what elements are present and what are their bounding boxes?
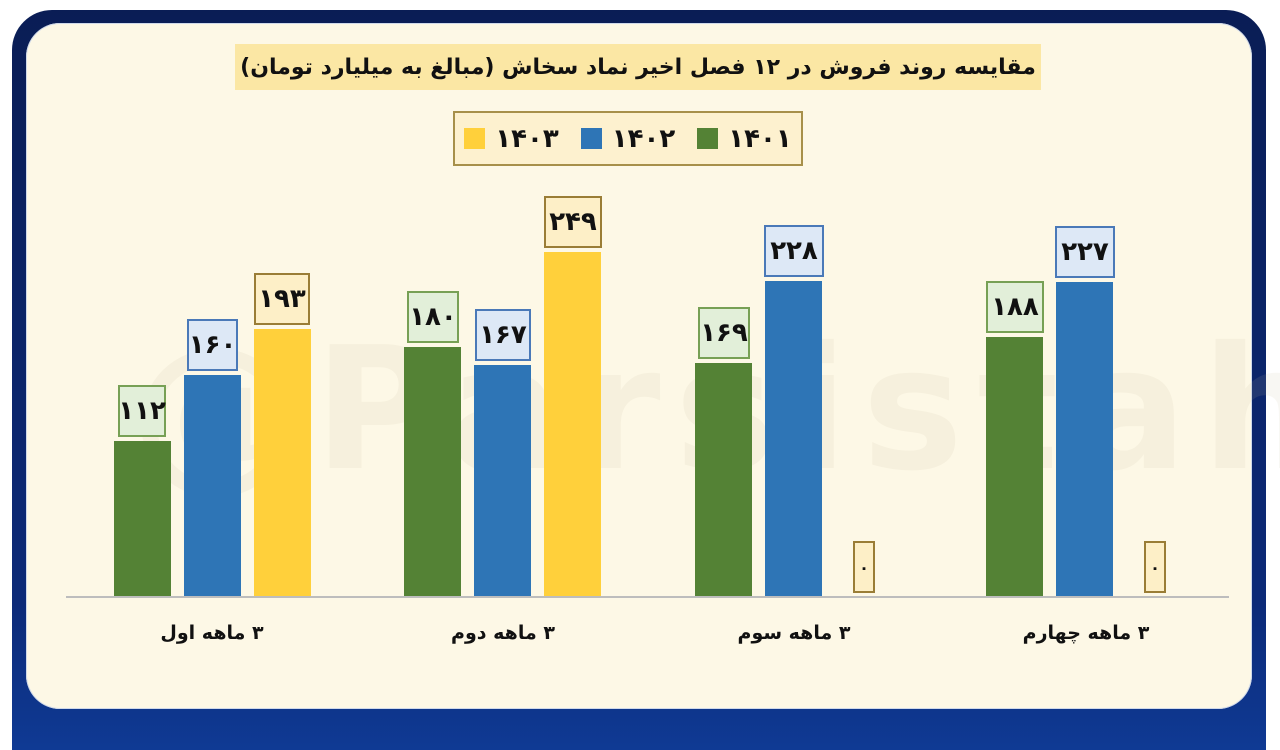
bar-q1-1401 <box>114 441 171 597</box>
bar-q2-1402 <box>474 365 531 597</box>
bar-q3-1401 <box>695 363 752 597</box>
bar-q1-1402 <box>184 375 241 597</box>
category-label-q3: ۳ ماهه سوم <box>737 622 851 644</box>
value-label-q1-1402: ۱۶۰ <box>187 319 238 371</box>
value-label-q3-1401: ۱۶۹ <box>698 307 750 359</box>
value-label-q4-1403: ۰ <box>1144 541 1166 593</box>
legend-label: ۱۴۰۳ <box>495 123 559 154</box>
value-label-q1-1403: ۱۹۳ <box>254 273 310 325</box>
legend-item-1403: ۱۴۰۳ <box>464 123 559 154</box>
x-axis-line <box>66 596 1229 598</box>
chart-title-box: مقایسه روند فروش در ۱۲ فصل اخیر نماد سخا… <box>235 44 1041 90</box>
legend-item-1402: ۱۴۰۲ <box>580 123 676 154</box>
bar-q2-1401 <box>404 347 461 597</box>
category-label-q1: ۳ ماهه اول <box>160 622 264 644</box>
value-label-q2-1403: ۲۴۹ <box>544 196 602 248</box>
category-label-q4: ۳ ماهه چهارم <box>1022 622 1150 644</box>
value-label-q3-1402: ۲۲۸ <box>764 225 824 277</box>
bar-q4-1402 <box>1056 282 1113 597</box>
chart-title: مقایسه روند فروش در ۱۲ فصل اخیر نماد سخا… <box>240 54 1036 80</box>
legend-swatch-green-icon <box>697 128 719 149</box>
legend-label: ۱۴۰۲ <box>611 123 676 154</box>
legend: ۱۴۰۳ ۱۴۰۲ ۱۴۰۱ <box>453 111 803 166</box>
bar-q4-1401 <box>986 337 1043 597</box>
value-label-q1-1401: ۱۱۲ <box>118 385 166 437</box>
category-label-q2: ۳ ماهه دوم <box>451 622 555 644</box>
bar-q2-1403 <box>544 252 601 597</box>
value-label-q3-1403: ۰ <box>853 541 875 593</box>
bar-q1-1403 <box>254 329 311 597</box>
legend-label: ۱۴۰۱ <box>728 123 792 154</box>
bar-q3-1402 <box>765 281 822 597</box>
value-label-q4-1401: ۱۸۸ <box>986 281 1044 333</box>
legend-item-1401: ۱۴۰۱ <box>697 123 792 154</box>
legend-swatch-blue-icon <box>580 128 602 149</box>
legend-swatch-yellow-icon <box>464 128 486 149</box>
value-label-q2-1401: ۱۸۰ <box>407 291 459 343</box>
value-label-q2-1402: ۱۶۷ <box>475 309 531 361</box>
value-label-q4-1402: ۲۲۷ <box>1055 226 1115 278</box>
